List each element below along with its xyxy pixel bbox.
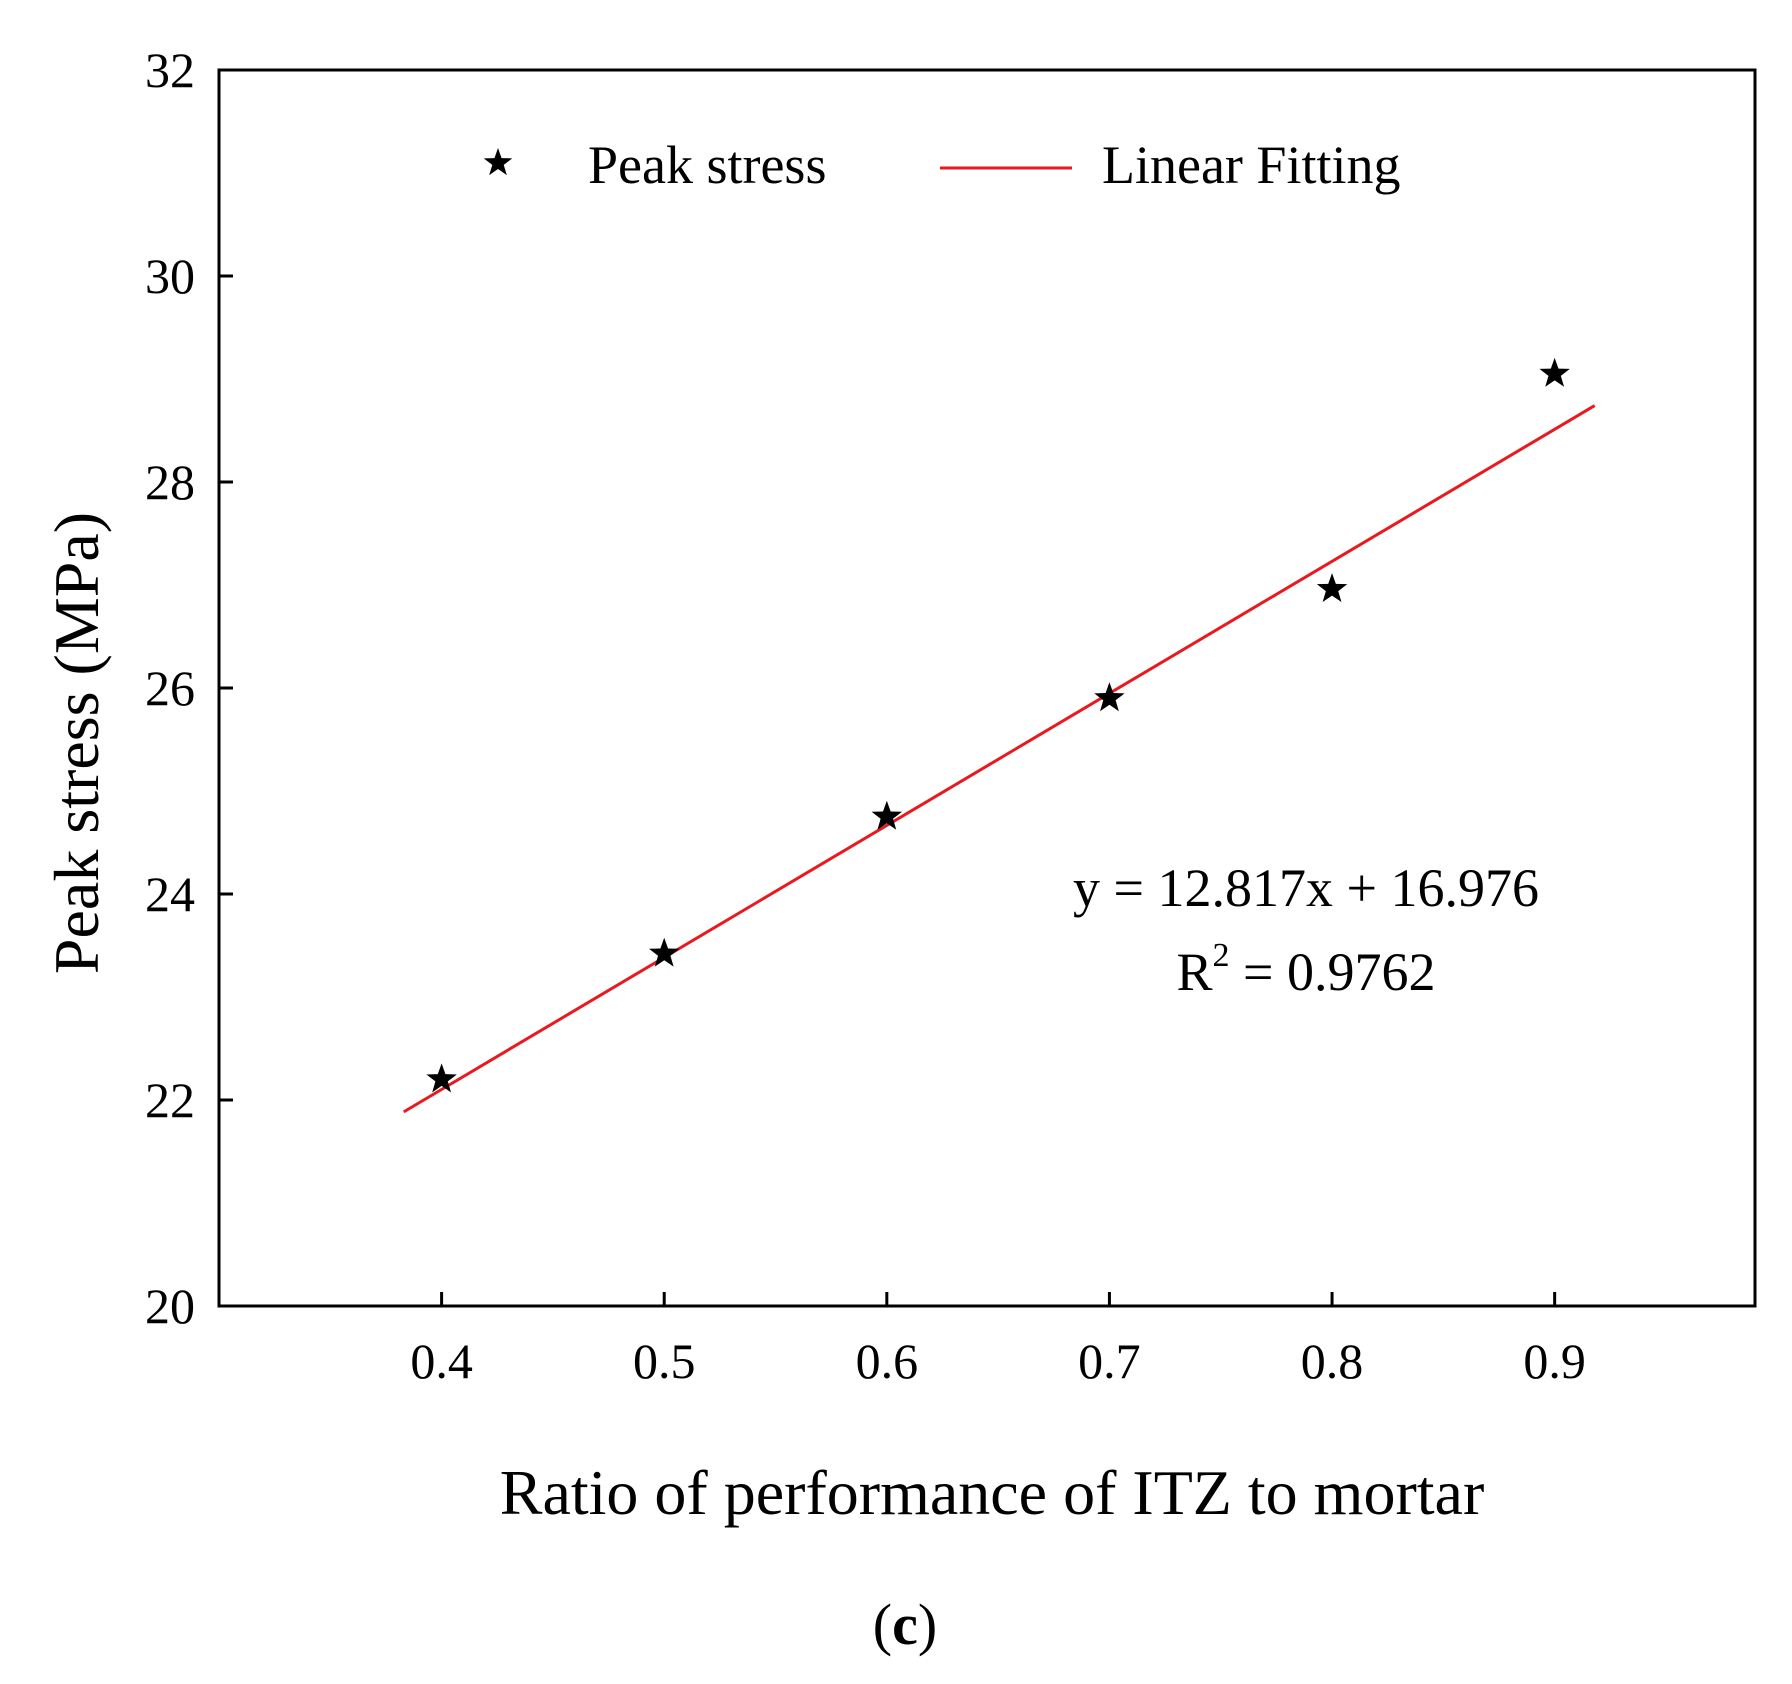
r-squared: R2 = 0.9762 — [1177, 937, 1436, 1002]
data-point-star — [426, 1063, 457, 1093]
data-point-star — [1316, 573, 1348, 603]
r-squared-superscript: 2 — [1213, 937, 1230, 974]
y-tick-label: 28 — [145, 454, 195, 510]
data-point-star — [1094, 682, 1125, 712]
y-tick-label: 24 — [145, 866, 195, 922]
y-tick-label: 26 — [145, 660, 195, 716]
panel-label-open: ( — [873, 1592, 892, 1657]
data-point-star — [649, 937, 680, 967]
legend-marker-star — [483, 148, 513, 176]
plot-frame — [217, 68, 1757, 1308]
y-axis-label: Peak stress (MPa) — [41, 512, 112, 974]
axes-box — [217, 68, 1757, 1308]
y-tick-label: 30 — [145, 248, 195, 304]
r-squared-prefix: R — [1177, 942, 1213, 1002]
y-tick-label: 22 — [145, 1072, 195, 1128]
fit-equation: y = 12.817x + 16.976 — [1073, 858, 1539, 918]
panel-label: (c) — [873, 1592, 937, 1657]
x-tick-label: 0.5 — [633, 1333, 696, 1389]
x-tick-label: 0.4 — [410, 1333, 473, 1389]
panel-label-letter: c — [892, 1592, 918, 1657]
x-axis-label: Ratio of performance of ITZ to mortar — [500, 1457, 1485, 1528]
y-axis-ticks: 20 22 24 26 28 30 32 — [145, 42, 233, 1334]
panel-label-close: ) — [918, 1592, 937, 1657]
x-tick-label: 0.6 — [856, 1333, 919, 1389]
y-tick-label: 32 — [145, 42, 195, 98]
data-point-star — [871, 800, 903, 830]
data-point-star — [1539, 357, 1570, 387]
x-tick-label: 0.9 — [1523, 1333, 1586, 1389]
legend-star-icon — [483, 148, 513, 176]
r-squared-value: = 0.9762 — [1230, 942, 1436, 1002]
fit-line-group — [403, 404, 1596, 1114]
y-tick-label: 20 — [145, 1278, 195, 1334]
data-points — [426, 357, 1570, 1093]
x-axis-ticks: 0.4 0.5 0.6 0.7 0.8 0.9 — [410, 1292, 1586, 1389]
legend: Peak stress Linear Fitting — [483, 135, 1400, 195]
x-tick-label: 0.8 — [1301, 1333, 1364, 1389]
fit-annotation: y = 12.817x + 16.976 R2 = 0.9762 — [1073, 858, 1539, 1002]
legend-label-linear-fitting: Linear Fitting — [1102, 135, 1400, 195]
x-tick-label: 0.7 — [1078, 1333, 1141, 1389]
fit-line — [403, 404, 1596, 1114]
legend-label-peak-stress: Peak stress — [588, 135, 826, 195]
